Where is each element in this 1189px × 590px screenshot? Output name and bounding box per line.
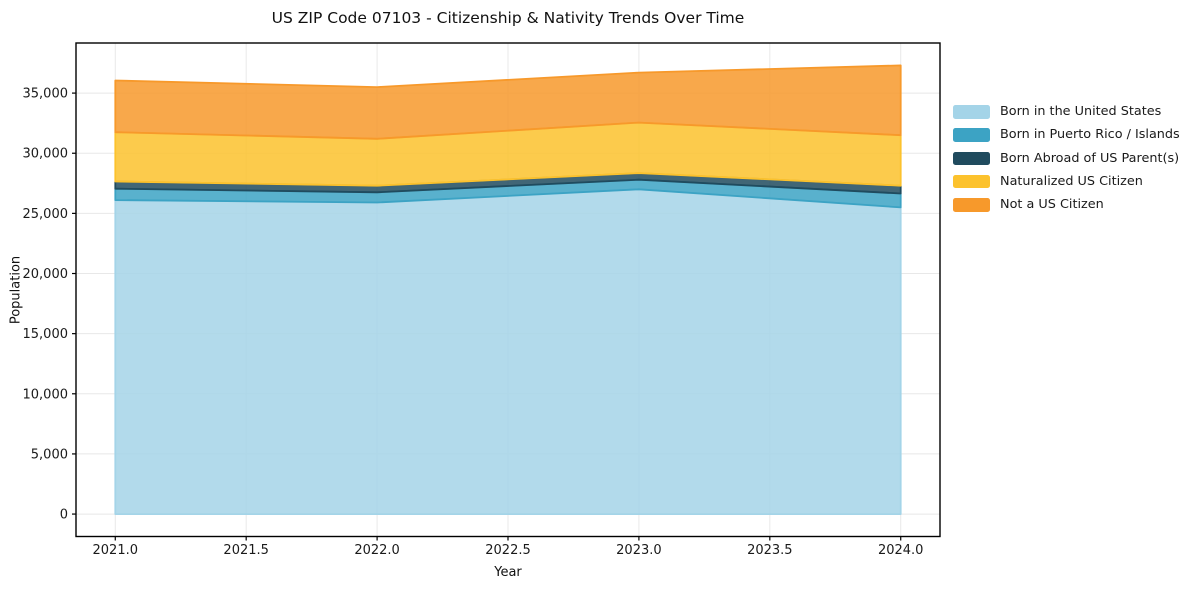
legend-label: Not a US Citizen	[1000, 197, 1104, 213]
y-tick-label: 15,000	[23, 327, 69, 342]
x-tick-label: 2023.5	[747, 543, 793, 558]
legend-item: Not a US Citizen	[953, 198, 1180, 212]
x-tick-label: 2022.5	[485, 543, 531, 558]
legend-label: Born Abroad of US Parent(s)	[1000, 150, 1180, 166]
y-tick-label: 20,000	[23, 267, 69, 282]
x-tick-label: 2024.0	[878, 543, 924, 558]
legend-swatch-icon	[953, 105, 990, 119]
legend: Born in the United States Born in Puerto …	[953, 105, 1180, 221]
legend-swatch-icon	[953, 128, 990, 142]
legend-label: Naturalized US Citizen	[1000, 173, 1143, 189]
x-tick-label: 2021.5	[223, 543, 269, 558]
legend-item: Born in Puerto Rico / Islands	[953, 128, 1180, 142]
y-tick-label: 25,000	[23, 207, 69, 222]
y-tick-label: 0	[60, 508, 68, 523]
y-tick-label: 30,000	[23, 147, 69, 162]
x-tick-label: 2023.0	[616, 543, 662, 558]
x-axis-label: Year	[494, 565, 522, 580]
legend-label: Born in the United States	[1000, 104, 1162, 119]
legend-item: Naturalized US Citizen	[953, 175, 1180, 189]
x-tick-label: 2022.0	[354, 543, 400, 558]
legend-swatch-icon	[953, 198, 990, 212]
y-axis-label: Population	[8, 255, 24, 325]
y-tick-label: 35,000	[23, 87, 69, 102]
x-tick-label: 2021.0	[93, 543, 139, 558]
area-band-0	[114, 188, 902, 515]
y-tick-label: 5,000	[31, 447, 68, 462]
legend-swatch-icon	[953, 174, 990, 189]
chart-title: US ZIP Code 07103 - Citizenship & Nativi…	[271, 9, 745, 27]
legend-label: Born in Puerto Rico / Islands	[1000, 127, 1180, 143]
y-tick-label: 10,000	[23, 387, 69, 402]
legend-swatch-icon	[953, 151, 990, 166]
legend-item: Born in the United States	[953, 105, 1180, 119]
area-band-4	[114, 64, 902, 140]
legend-item: Born Abroad of US Parent(s)	[953, 152, 1180, 166]
